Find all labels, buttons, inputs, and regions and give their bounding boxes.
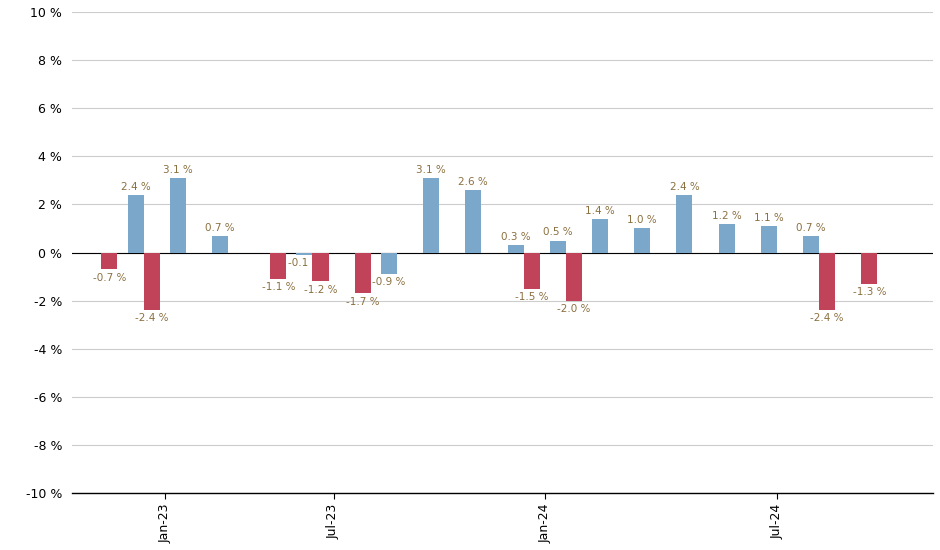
Bar xyxy=(634,228,650,252)
Text: 0.3 %: 0.3 % xyxy=(501,232,530,242)
Bar xyxy=(803,236,819,252)
Bar xyxy=(566,252,582,301)
Text: 2.4 %: 2.4 % xyxy=(120,182,150,191)
Bar xyxy=(718,224,735,252)
Text: -1.3 %: -1.3 % xyxy=(853,287,886,297)
Text: 2.4 %: 2.4 % xyxy=(669,182,699,191)
Bar xyxy=(508,245,524,252)
Bar xyxy=(524,252,540,289)
Bar xyxy=(170,178,186,252)
Text: -0.1 %: -0.1 % xyxy=(288,258,321,268)
Text: -2.4 %: -2.4 % xyxy=(810,314,844,323)
Text: -2.0 %: -2.0 % xyxy=(557,304,590,314)
Text: -1.2 %: -1.2 % xyxy=(304,284,337,295)
Bar xyxy=(550,240,566,252)
Text: 2.6 %: 2.6 % xyxy=(459,177,488,187)
Text: -2.4 %: -2.4 % xyxy=(134,314,168,323)
Bar xyxy=(465,190,481,252)
Bar xyxy=(423,178,439,252)
Bar xyxy=(592,219,608,252)
Bar xyxy=(861,252,877,284)
Bar xyxy=(128,195,144,252)
Text: -0.7 %: -0.7 % xyxy=(93,272,126,283)
Text: 3.1 %: 3.1 % xyxy=(416,165,446,175)
Bar xyxy=(144,252,160,310)
Bar xyxy=(819,252,835,310)
Bar xyxy=(312,252,328,282)
Text: 1.4 %: 1.4 % xyxy=(585,206,615,216)
Text: 0.7 %: 0.7 % xyxy=(205,223,235,233)
Bar xyxy=(381,252,397,274)
Bar xyxy=(354,252,370,294)
Bar xyxy=(102,252,118,270)
Text: 3.1 %: 3.1 % xyxy=(163,165,193,175)
Text: 1.2 %: 1.2 % xyxy=(712,211,742,221)
Bar xyxy=(760,226,776,252)
Text: -0.9 %: -0.9 % xyxy=(372,277,405,287)
Bar xyxy=(212,236,228,252)
Text: -1.1 %: -1.1 % xyxy=(261,282,295,292)
Bar xyxy=(271,252,287,279)
Text: -1.5 %: -1.5 % xyxy=(515,292,548,302)
Bar xyxy=(677,195,693,252)
Bar xyxy=(296,252,312,255)
Text: 0.5 %: 0.5 % xyxy=(543,227,572,238)
Text: 1.0 %: 1.0 % xyxy=(627,216,657,225)
Text: 1.1 %: 1.1 % xyxy=(754,213,784,223)
Text: -1.7 %: -1.7 % xyxy=(346,296,380,306)
Text: 0.7 %: 0.7 % xyxy=(796,223,826,233)
